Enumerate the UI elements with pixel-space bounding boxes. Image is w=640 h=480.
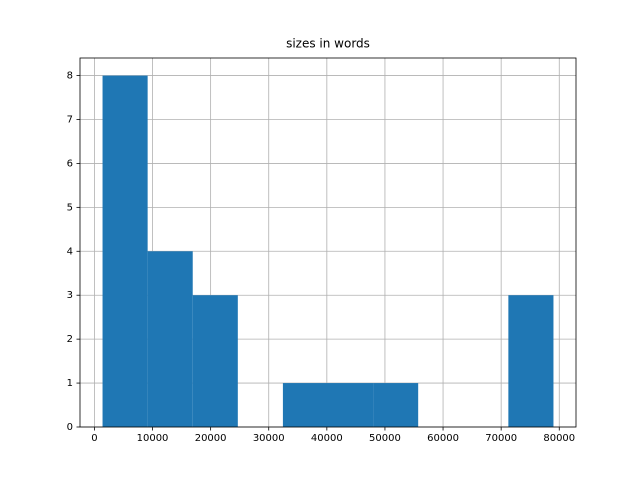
- y-tick-label: 6: [67, 158, 73, 169]
- x-tick-label: 0: [91, 433, 97, 444]
- x-tick-label: 80000: [543, 433, 575, 444]
- y-tick-label: 0: [67, 422, 73, 433]
- y-tick-label: 1: [67, 378, 73, 389]
- x-tick-label: 70000: [485, 433, 517, 444]
- bar: [102, 75, 148, 428]
- x-tick-label: 20000: [195, 433, 227, 444]
- x-tick-label: 40000: [311, 433, 343, 444]
- bar: [328, 383, 374, 427]
- y-tick-label: 7: [67, 115, 73, 126]
- x-tick-label: 10000: [137, 433, 169, 444]
- bar: [147, 251, 193, 427]
- y-tick-label: 3: [67, 290, 73, 301]
- bar: [508, 295, 554, 427]
- y-tick-label: 4: [67, 246, 73, 257]
- bar: [192, 295, 238, 427]
- bar: [282, 383, 328, 427]
- y-tick-label: 2: [67, 334, 73, 345]
- y-tick-label: 8: [67, 71, 73, 82]
- y-tick-label: 5: [67, 202, 73, 213]
- bar: [373, 383, 419, 427]
- x-tick-label: 60000: [427, 433, 459, 444]
- x-tick-label: 50000: [369, 433, 401, 444]
- x-tick-label: 30000: [253, 433, 285, 444]
- chart-title: sizes in words: [286, 37, 370, 51]
- plot-frame: [79, 57, 577, 428]
